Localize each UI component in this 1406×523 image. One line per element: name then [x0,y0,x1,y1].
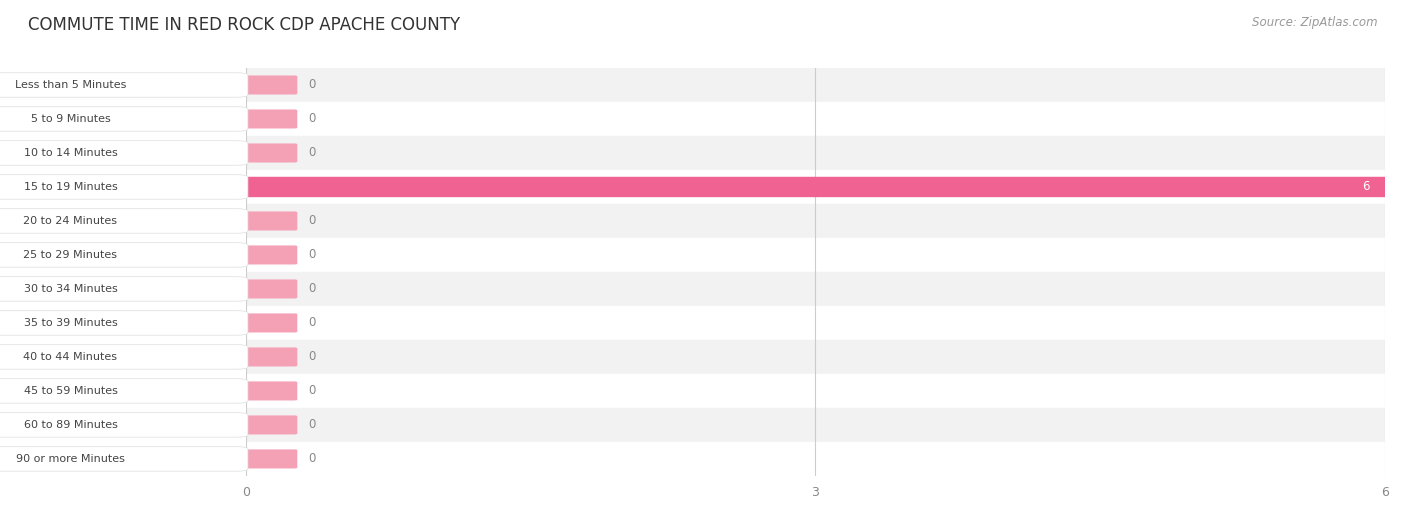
Text: 40 to 44 Minutes: 40 to 44 Minutes [24,352,118,362]
Text: 6: 6 [1362,180,1369,194]
Bar [246,374,1385,408]
Text: 35 to 39 Minutes: 35 to 39 Minutes [24,318,117,328]
FancyBboxPatch shape [0,243,247,267]
FancyBboxPatch shape [242,143,297,163]
FancyBboxPatch shape [242,245,297,265]
Text: 15 to 19 Minutes: 15 to 19 Minutes [24,182,117,192]
FancyBboxPatch shape [0,413,247,437]
Text: 0: 0 [309,78,316,92]
FancyBboxPatch shape [239,177,1392,197]
Text: 0: 0 [309,452,316,465]
FancyBboxPatch shape [242,415,297,435]
Text: 0: 0 [309,248,316,262]
Text: Source: ZipAtlas.com: Source: ZipAtlas.com [1253,16,1378,29]
FancyBboxPatch shape [0,107,247,131]
Bar [246,272,1385,306]
FancyBboxPatch shape [0,141,247,165]
Text: 20 to 24 Minutes: 20 to 24 Minutes [24,216,118,226]
FancyBboxPatch shape [242,381,297,401]
FancyBboxPatch shape [242,109,297,129]
Bar [246,306,1385,340]
Text: 0: 0 [309,418,316,431]
Bar [246,408,1385,442]
Bar [246,68,1385,102]
Text: 0: 0 [309,282,316,295]
Bar [246,340,1385,374]
Text: 10 to 14 Minutes: 10 to 14 Minutes [24,148,117,158]
FancyBboxPatch shape [0,73,247,97]
FancyBboxPatch shape [0,447,247,471]
Text: 90 or more Minutes: 90 or more Minutes [15,454,125,464]
FancyBboxPatch shape [242,279,297,299]
Text: 30 to 34 Minutes: 30 to 34 Minutes [24,284,117,294]
Bar [246,170,1385,204]
FancyBboxPatch shape [0,277,247,301]
Bar [246,442,1385,476]
FancyBboxPatch shape [242,347,297,367]
Bar [246,204,1385,238]
Bar [246,136,1385,170]
FancyBboxPatch shape [0,345,247,369]
Text: 60 to 89 Minutes: 60 to 89 Minutes [24,420,118,430]
FancyBboxPatch shape [0,175,247,199]
FancyBboxPatch shape [242,211,297,231]
Text: 0: 0 [309,316,316,329]
Text: COMMUTE TIME IN RED ROCK CDP APACHE COUNTY: COMMUTE TIME IN RED ROCK CDP APACHE COUN… [28,16,460,33]
Text: 0: 0 [309,384,316,397]
Text: 5 to 9 Minutes: 5 to 9 Minutes [31,114,110,124]
Text: 0: 0 [309,214,316,228]
FancyBboxPatch shape [0,209,247,233]
FancyBboxPatch shape [242,75,297,95]
Text: Less than 5 Minutes: Less than 5 Minutes [15,80,127,90]
Text: 0: 0 [309,112,316,126]
FancyBboxPatch shape [0,379,247,403]
Text: 0: 0 [309,146,316,160]
Text: 45 to 59 Minutes: 45 to 59 Minutes [24,386,118,396]
Bar [246,102,1385,136]
Bar [246,238,1385,272]
FancyBboxPatch shape [242,449,297,469]
FancyBboxPatch shape [242,313,297,333]
FancyBboxPatch shape [0,311,247,335]
Text: 25 to 29 Minutes: 25 to 29 Minutes [24,250,118,260]
Text: 0: 0 [309,350,316,363]
